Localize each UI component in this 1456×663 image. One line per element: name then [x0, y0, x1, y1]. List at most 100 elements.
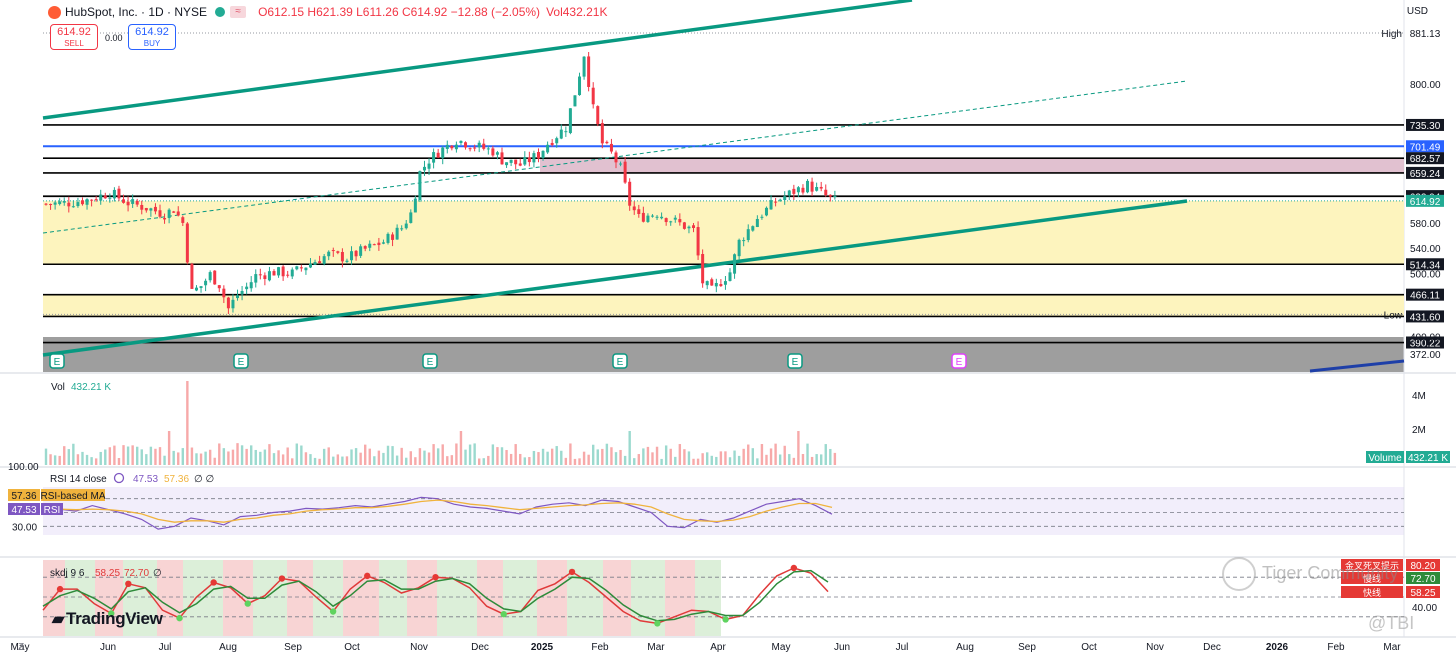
- volume-bar: [619, 449, 622, 465]
- candle-body: [254, 274, 258, 283]
- skdj-d-value: 72.70: [124, 568, 149, 579]
- volume-bar: [596, 449, 599, 465]
- volume-bar: [108, 447, 112, 465]
- candle-body: [783, 196, 787, 201]
- candle-body: [760, 216, 764, 218]
- skdj-tag-value-bg: [1406, 572, 1440, 584]
- x-axis-month: Jun: [100, 642, 116, 653]
- symbol-title[interactable]: HubSpot, Inc. · 1D · NYSE: [65, 5, 208, 19]
- volume-bar: [163, 455, 166, 465]
- candle-body: [755, 218, 759, 228]
- skdj-death-cross-dot: [210, 579, 217, 586]
- candle-body: [432, 152, 436, 163]
- candle-body: [400, 228, 404, 230]
- candle-body: [751, 226, 755, 231]
- volume-bar: [181, 448, 184, 465]
- volume-bar: [259, 451, 262, 465]
- volume-bar: [455, 443, 458, 465]
- volume-bar: [350, 449, 353, 465]
- volume-axis-value: 432.21 K: [1408, 453, 1448, 464]
- volume-bar: [500, 447, 504, 465]
- candle-body: [263, 275, 267, 280]
- volume-bar: [655, 446, 659, 465]
- candle-body: [477, 142, 481, 148]
- x-axis-month: Dec: [471, 642, 489, 653]
- volume-bar: [623, 455, 627, 465]
- candle-body: [94, 199, 98, 201]
- candle-body: [149, 208, 153, 211]
- skdj-death-cross-dot: [364, 572, 371, 580]
- volume-tick: 2M: [1412, 425, 1426, 436]
- buy-button[interactable]: 614.92 BUY: [128, 24, 176, 50]
- volume-bar: [300, 445, 303, 465]
- tbi-watermark: @TBI: [1368, 613, 1415, 633]
- candle-body: [495, 152, 499, 155]
- candle-body: [527, 157, 531, 163]
- skdj-bg-stripe: [157, 560, 183, 636]
- volume-bar: [44, 448, 48, 465]
- volume-bar: [715, 456, 718, 465]
- rsi-tag: [8, 503, 40, 515]
- wave-icon[interactable]: ≈: [230, 6, 247, 18]
- ohlc-readout: O612.15 H621.39 L611.26 C614.92 −12.88 (…: [258, 5, 541, 19]
- volume-bar: [541, 448, 545, 465]
- candle-body: [208, 272, 212, 281]
- rsi-title: RSI 14 close: [50, 474, 107, 485]
- volume-bar: [829, 448, 832, 465]
- price-level-tag: [1406, 118, 1444, 131]
- candle-body: [62, 200, 66, 203]
- volume-bar: [678, 444, 682, 465]
- skdj-tag-value: 72.70: [1410, 574, 1435, 585]
- volume-bar: [309, 454, 312, 465]
- skdj-death-cross-dot: [278, 575, 286, 582]
- candle-body: [623, 161, 627, 183]
- skdj-bg-stripe: [287, 560, 313, 636]
- volume-bar: [218, 443, 221, 465]
- candle-body: [345, 260, 349, 262]
- volume-bar: [158, 447, 162, 465]
- volume-bar: [546, 451, 549, 465]
- volume-bar: [359, 452, 362, 465]
- buy-price: 614.92: [135, 26, 169, 38]
- rsi-name: RSI: [44, 505, 61, 516]
- volume-bar: [528, 457, 531, 465]
- volume-bar: [418, 448, 422, 465]
- candle-body: [194, 287, 198, 291]
- candle-body: [240, 290, 244, 295]
- candle-body: [322, 256, 326, 264]
- candle-body: [514, 159, 518, 165]
- skdj-bg-stripe: [665, 560, 695, 636]
- volume-bar: [190, 447, 194, 465]
- candle-body: [267, 271, 271, 281]
- volume-bar: [208, 449, 212, 465]
- candle-body: [742, 240, 746, 242]
- sell-button[interactable]: 614.92 SELL: [50, 24, 98, 50]
- volume-bar: [336, 454, 340, 465]
- skdj-bg-stripe: [695, 560, 721, 636]
- volume-bar: [53, 455, 57, 465]
- candle-body: [582, 56, 586, 77]
- candle-body: [806, 180, 810, 193]
- currency-selector[interactable]: USD: [1406, 6, 1428, 17]
- candle-body: [578, 76, 582, 96]
- volume-axis-tag: [1366, 451, 1404, 463]
- volume-bar: [788, 454, 791, 465]
- price-level-tag: [1406, 258, 1444, 271]
- skdj-bg-stripe: [123, 560, 157, 636]
- candle-body: [308, 263, 312, 268]
- volume-bar: [724, 451, 727, 465]
- candle-body: [641, 212, 645, 222]
- price-level-tag: [1406, 166, 1444, 179]
- volume-bar: [409, 451, 412, 465]
- volume-bar: [505, 449, 508, 465]
- x-axis-month: Dec: [1203, 642, 1221, 653]
- candle-body: [80, 200, 84, 205]
- sell-label: SELL: [64, 39, 84, 48]
- volume-bar: [386, 445, 390, 465]
- volume-bar: [291, 458, 294, 465]
- price-level-tag: [1406, 194, 1444, 207]
- candle-body: [792, 188, 796, 194]
- candle-body: [587, 56, 591, 87]
- volume-bar: [642, 448, 645, 465]
